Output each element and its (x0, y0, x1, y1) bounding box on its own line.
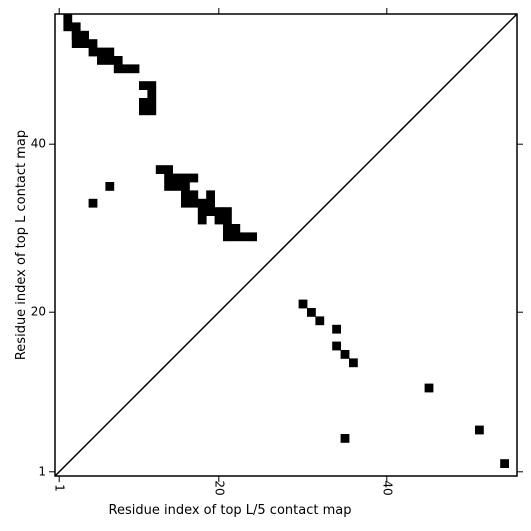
contact-cell-top-l (197, 198, 207, 208)
contact-cell-top-l5 (332, 324, 341, 334)
contact-cell-top-l (147, 106, 157, 116)
contact-cell-top-l (181, 190, 190, 200)
contact-cell-top-l5 (424, 383, 434, 393)
contact-cell-top-l (80, 39, 89, 48)
contact-cell-top-l (88, 39, 98, 48)
contact-cell-top-l5 (298, 299, 308, 309)
contact-cell-top-l (71, 39, 81, 48)
y-tick-label: 20 (31, 305, 46, 319)
contact-cell-top-l (97, 47, 106, 57)
contact-cell-top-l (214, 215, 224, 225)
contact-cell-top-l5 (500, 459, 509, 468)
contact-cell-top-l (181, 182, 190, 191)
contact-cell-top-l (189, 173, 199, 183)
x-tick-label: 20 (212, 480, 226, 495)
contact-cell-top-l (122, 64, 131, 74)
upper-triangle-contacts (63, 14, 257, 242)
contact-cell-top-l (181, 198, 190, 208)
contact-cell-top-l (105, 47, 115, 57)
diagonal-line (54, 13, 518, 477)
contact-cell-top-l5 (307, 308, 316, 317)
contact-cell-top-l (181, 173, 190, 183)
y-axis-label: Residue index of top L contact map (14, 130, 29, 360)
contact-cell-top-l (164, 182, 173, 191)
contact-cell-top-l (155, 165, 165, 174)
lower-triangle-contacts (298, 299, 509, 468)
contact-cell-top-l (164, 165, 173, 174)
contact-cell-top-l5 (332, 341, 341, 351)
y-tick-label: 1 (38, 464, 46, 478)
contact-cell-top-l (147, 89, 157, 99)
contact-cell-top-l (139, 98, 148, 107)
contact-cell-top-l (113, 56, 123, 65)
contact-cell-top-l (80, 30, 89, 40)
contact-cell-top-l (139, 81, 148, 90)
contact-cell-top-l (214, 207, 224, 216)
x-tick-label: 40 (380, 480, 394, 495)
contact-cell-top-l (231, 232, 241, 242)
contact-cell-top-l (139, 106, 148, 116)
x-axis-label: Residue index of top L/5 contact map (109, 503, 352, 518)
contact-cell-top-l (197, 215, 207, 225)
contact-cell-top-l (172, 173, 182, 183)
contact-cell-top-l (71, 30, 81, 40)
contact-cell-top-l (71, 22, 81, 32)
contact-cell-top-l (105, 56, 115, 65)
contact-cell-top-l (97, 56, 106, 65)
contact-cell-top-l5 (349, 358, 358, 368)
contact-cell-top-l (172, 182, 182, 191)
contact-cell-top-l (147, 81, 157, 90)
contact-cell-top-l5 (315, 316, 325, 326)
contact-cell-top-l (63, 14, 73, 23)
contact-cell-top-l (113, 64, 123, 74)
contact-cell-top-l5 (340, 434, 350, 443)
contact-cell-top-l (164, 173, 173, 183)
contact-cell-top-l (223, 215, 232, 225)
contact-cell-top-l (223, 224, 232, 233)
contact-cell-top-l (130, 64, 140, 74)
contact-cell-top-l (206, 198, 215, 208)
x-axis-ticks: 1 20 40 (53, 8, 394, 496)
contact-cell-top-l (206, 207, 215, 216)
contact-cell-top-l (231, 224, 241, 233)
contact-cell-top-l (105, 182, 115, 191)
contact-cell-top-l5 (340, 350, 350, 359)
contact-cell-top-l (197, 207, 207, 216)
contact-cell-top-l (206, 190, 215, 200)
y-tick-label: 40 (31, 137, 46, 151)
y-axis-ticks: 1 20 40 (31, 137, 523, 478)
contact-cell-top-l (147, 98, 157, 107)
contact-cell-top-l5 (475, 425, 484, 435)
x-tick-label: 1 (53, 484, 67, 492)
contact-cell-top-l (63, 22, 73, 32)
contact-cell-top-l (189, 198, 199, 208)
plot-frame (54, 13, 518, 477)
contact-cell-top-l (88, 47, 98, 57)
contact-cell-top-l (248, 232, 257, 242)
contact-cell-top-l (223, 232, 232, 242)
contact-cell-top-l (88, 198, 98, 208)
contact-cell-top-l (239, 232, 249, 242)
contact-cell-top-l (223, 207, 232, 216)
contact-cell-top-l (189, 190, 199, 200)
